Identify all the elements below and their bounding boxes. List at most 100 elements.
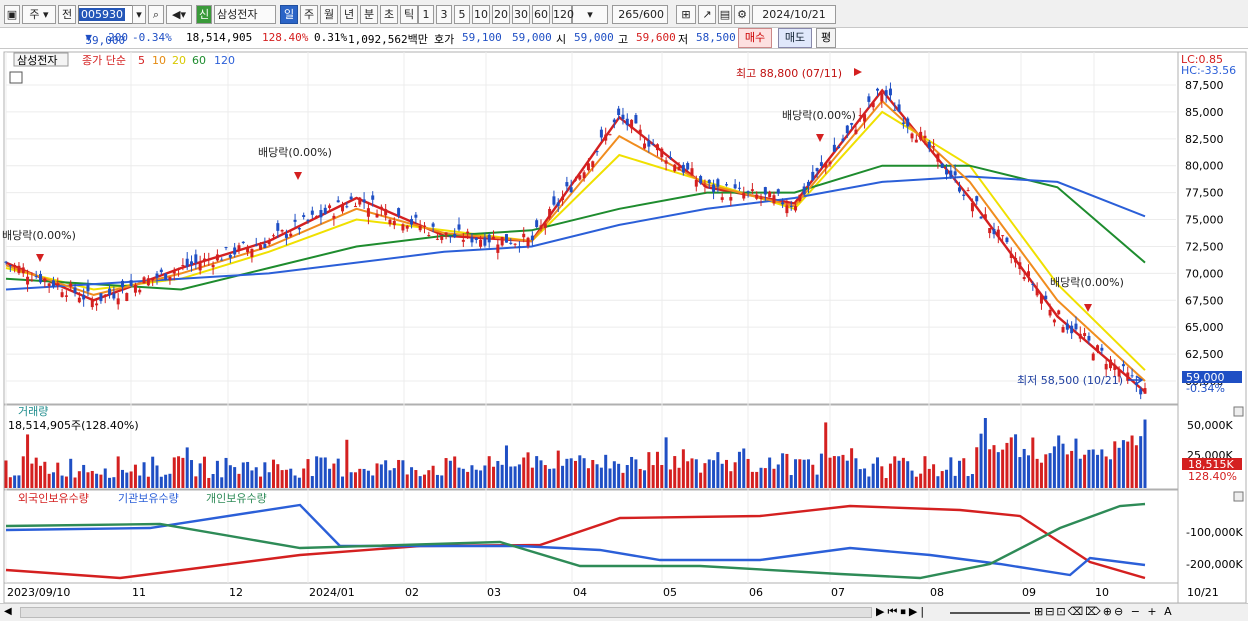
candle-body: [513, 243, 517, 245]
volume-bar: [526, 452, 530, 488]
candle-body: [418, 225, 422, 231]
period-tab-1[interactable]: 주: [300, 5, 318, 24]
interval-button-10[interactable]: 10: [472, 5, 490, 24]
code-dropdown-icon[interactable]: ▾: [132, 5, 146, 24]
period-select-label: 주: [29, 8, 40, 21]
volume-bar: [297, 477, 301, 488]
dividend-markers: [36, 68, 1092, 312]
ma10-label: 10: [152, 54, 166, 67]
grid-toggle-icon[interactable]: [9, 71, 23, 84]
playback-controls-icon[interactable]: ▶⏮⏹▶|: [876, 605, 928, 618]
volume-bar: [392, 468, 396, 488]
holding-legend-retail: 개인보유수량: [206, 492, 267, 505]
candle-body: [207, 259, 211, 261]
count-field[interactable]: 265/600: [612, 5, 668, 24]
volume-close-icon[interactable]: [1233, 406, 1244, 417]
vol-tick-50000k: 50,000K: [1187, 419, 1233, 432]
interval-dropdown[interactable]: ▾: [572, 5, 608, 24]
candle-body: [289, 233, 293, 237]
interval-button-20[interactable]: 20: [492, 5, 510, 24]
period-tab-5[interactable]: 초: [380, 5, 398, 24]
candle-body: [578, 175, 582, 180]
candle-body: [4, 261, 8, 263]
scroll-left-icon[interactable]: ◀: [4, 606, 12, 617]
volume-bar: [733, 462, 737, 488]
chart-scrollbar[interactable]: ◀ ▶⏮⏹▶| ⊞⊟⊡⌫⌦⊕⊖ − + A: [0, 603, 1248, 621]
candle-body: [479, 239, 483, 247]
save-icon[interactable]: ▤: [718, 5, 732, 24]
volume-bar: [897, 460, 901, 488]
volume-bar: [1113, 441, 1117, 488]
holding-legend-foreign: 외국인보유수량: [18, 492, 89, 505]
candle-body: [897, 104, 901, 112]
low-arrow: [1128, 375, 1144, 385]
candle-body: [919, 131, 923, 140]
code-input[interactable]: 005930: [78, 5, 146, 24]
scroll-track[interactable]: [20, 607, 872, 618]
volume-bar: [190, 460, 194, 488]
volume-bar: [267, 472, 271, 488]
sell-button[interactable]: 매도: [778, 28, 812, 48]
price-tick: 72,500: [1185, 240, 1224, 253]
candle-body: [457, 224, 461, 230]
search-icon[interactable]: ⌕: [148, 5, 164, 24]
period-tab-3[interactable]: 년: [340, 5, 358, 24]
high-label: 고: [618, 33, 629, 46]
volume-bar: [1061, 443, 1065, 488]
candle-body: [319, 210, 323, 218]
candle-body: [548, 208, 552, 218]
avg-button[interactable]: 평: [816, 28, 836, 48]
volume-bar: [276, 464, 280, 488]
interval-button-60[interactable]: 60: [532, 5, 550, 24]
candle-body: [1143, 388, 1147, 394]
prev-button[interactable]: 전: [58, 5, 76, 24]
volume-bar: [207, 477, 211, 488]
volume-bar: [440, 475, 444, 488]
candle-body: [250, 248, 254, 257]
interval-button-120[interactable]: 120: [552, 5, 574, 24]
period-tab-2[interactable]: 월: [320, 5, 338, 24]
stock-name-field[interactable]: 삼성전자: [214, 5, 276, 24]
period-select[interactable]: 주 ▾: [22, 5, 56, 24]
interval-button-5[interactable]: 5: [454, 5, 470, 24]
open-value: 59,000: [574, 31, 614, 44]
volume-bar: [768, 457, 772, 488]
stock-chart[interactable]: 삼성전자 종가 단순 5 10 20 60 120 LC:0.85 HC:-33…: [0, 50, 1248, 603]
draw-tool-icon[interactable]: ↗: [698, 5, 716, 24]
period-tab-0[interactable]: 일: [280, 5, 298, 24]
period-tab-6[interactable]: 틱: [400, 5, 418, 24]
price-tick: 85,000: [1185, 106, 1224, 119]
interval-button-3[interactable]: 3: [436, 5, 452, 24]
interval-button-30[interactable]: 30: [512, 5, 530, 24]
volume-bar: [1070, 450, 1074, 488]
candle-body: [487, 234, 491, 243]
buy-button[interactable]: 매수: [738, 28, 772, 48]
window-icon[interactable]: ▣: [4, 5, 20, 24]
period-tab-4[interactable]: 분: [360, 5, 378, 24]
interval-button-1[interactable]: 1: [418, 5, 434, 24]
candle-body: [1083, 333, 1087, 337]
candle-body: [802, 186, 806, 195]
x-label: 2023/09/10: [7, 586, 70, 599]
price-tick: 87,500: [1185, 79, 1224, 92]
volume-bar: [651, 465, 655, 488]
candle-body: [73, 287, 77, 294]
candle-body: [565, 182, 569, 187]
holding-close-icon[interactable]: [1233, 491, 1244, 502]
volume-bar: [358, 468, 362, 488]
candle-body: [1027, 271, 1031, 277]
candle-body: [888, 88, 892, 96]
zoom-slider[interactable]: [950, 612, 1030, 614]
candle-body: [1078, 333, 1082, 339]
tool-icons[interactable]: ⊞⊟⊡⌫⌦⊕⊖ − + A: [1034, 605, 1174, 618]
date-field[interactable]: 2024/10/21: [752, 5, 836, 24]
candle-body: [384, 209, 388, 216]
date-value: 2024/10/21: [762, 8, 826, 21]
gear-icon[interactable]: ⚙: [734, 5, 750, 24]
speaker-icon[interactable]: ◀▾: [166, 5, 192, 24]
volume-bar: [867, 476, 871, 488]
candle-body: [806, 181, 810, 186]
chart-settings-icon[interactable]: ⊞: [676, 5, 696, 24]
x-label: 06: [749, 586, 763, 599]
bid-value: 59,100: [462, 31, 502, 44]
